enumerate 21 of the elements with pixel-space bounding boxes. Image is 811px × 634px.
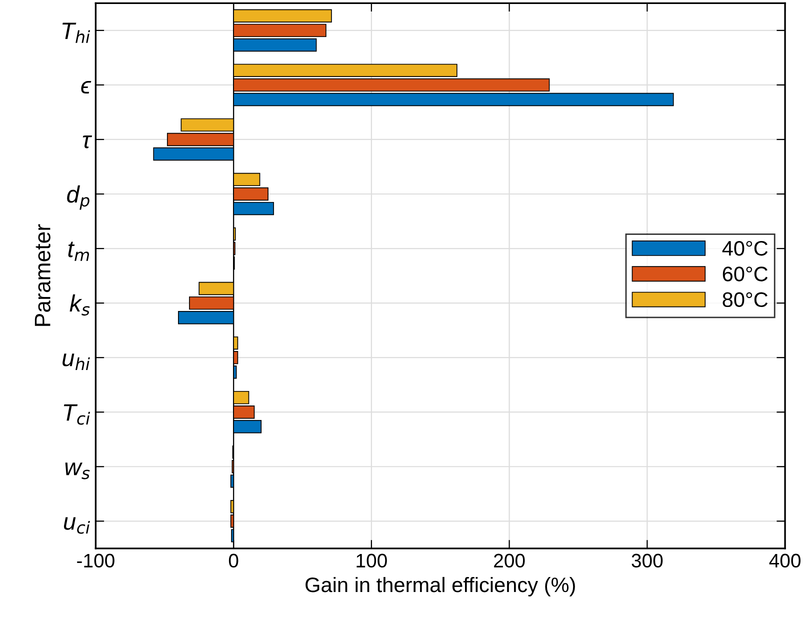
- x-tick-label: 400: [769, 554, 801, 568]
- y-tick-label: T$_{ci}$: [64, 404, 90, 425]
- legend-label: 60°C: [722, 266, 768, 282]
- y-tick-label: u$_{ci}$: [64, 517, 90, 534]
- y-tick-label: d$_{p}$: [67, 185, 90, 210]
- x-tick-label: 300: [632, 554, 663, 568]
- legend-label: 80°C: [722, 292, 768, 308]
- y-tick-label: T$_{hi}$: [62, 22, 90, 43]
- x-tick-label: 200: [494, 554, 525, 568]
- y-tick-label: τ: [82, 136, 92, 148]
- x-tick-label: -100: [77, 554, 114, 568]
- x-tick-label: 0: [228, 554, 238, 568]
- y-tick-label: w$_{s}$: [65, 462, 90, 480]
- y-tick-label: ϵ: [81, 81, 92, 94]
- y-tick-label: k$_{s}$: [70, 294, 90, 316]
- y-tick-label: u$_{hi}$: [62, 354, 90, 370]
- x-tick-label: 100: [356, 554, 387, 568]
- x-axis-title: Gain in thermal efficiency (%): [306, 576, 575, 596]
- y-tick-label: t$_{m}$: [68, 242, 89, 261]
- y-axis-title: Parameter: [34, 224, 50, 326]
- legend-label: 40°C: [722, 240, 768, 256]
